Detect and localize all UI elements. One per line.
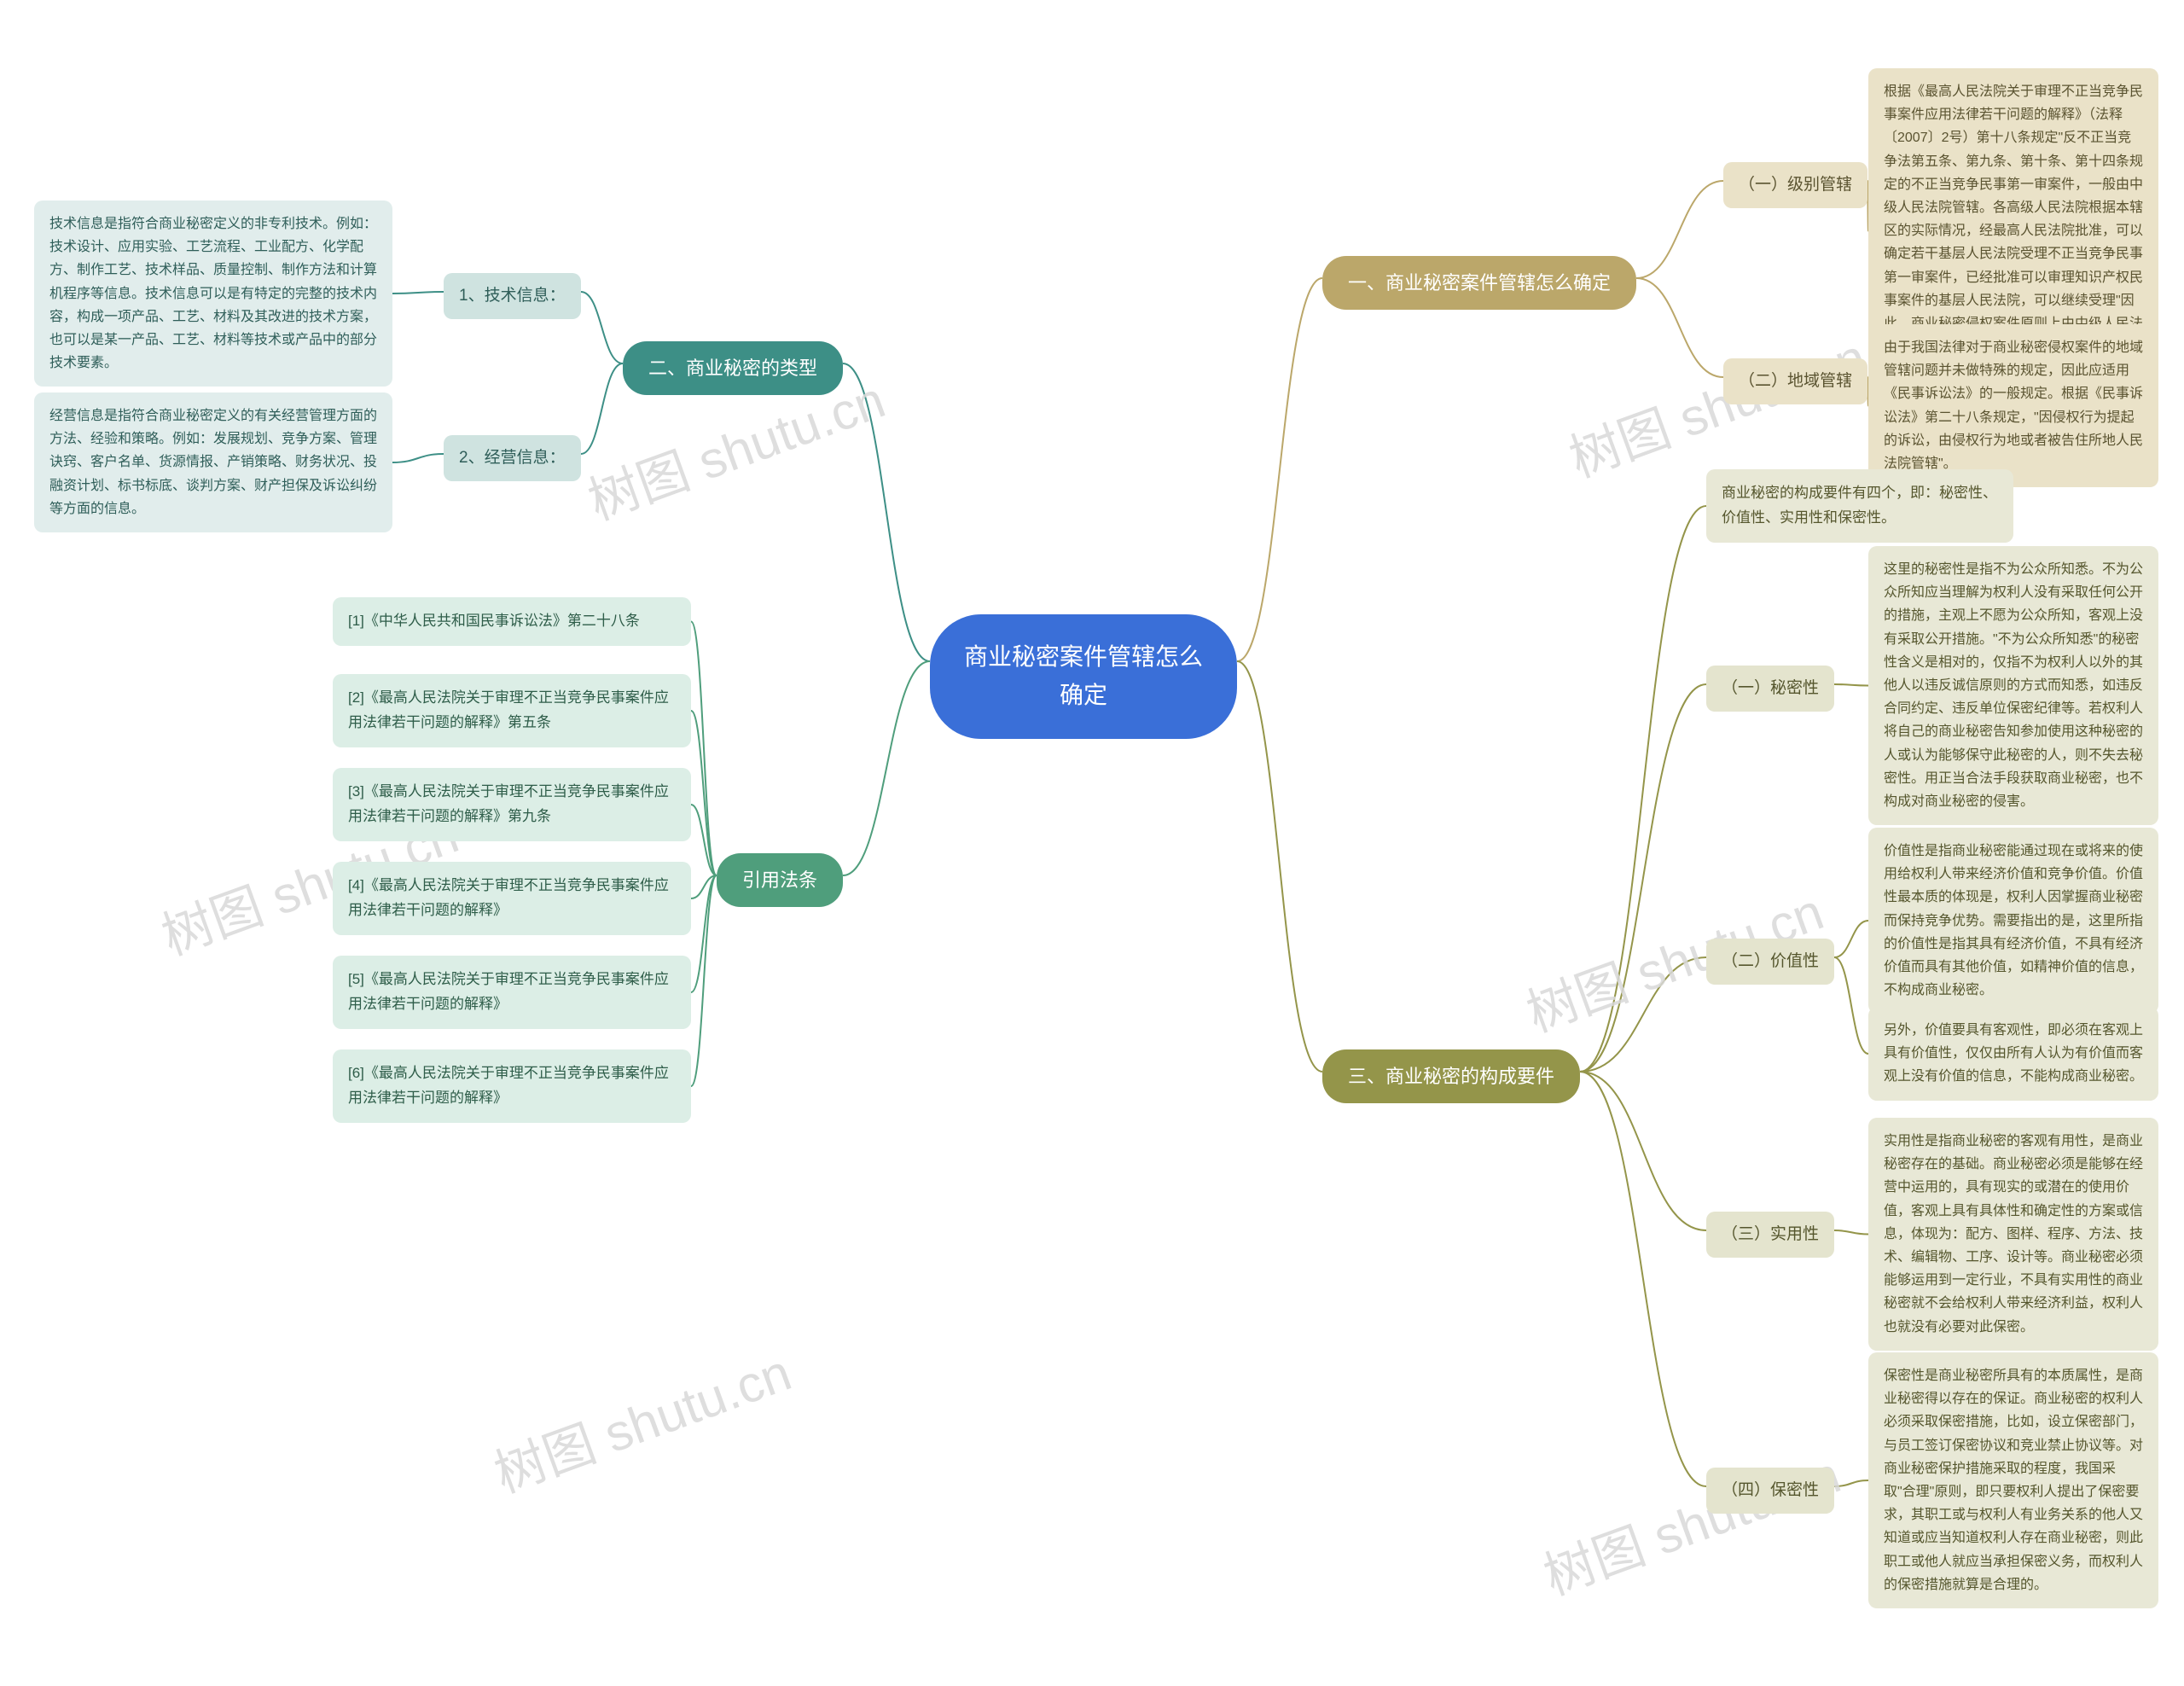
- branch-three-leaf-2: 实用性是指商业秘密的客观有用性，是商业秘密存在的基础。商业秘密必须是能够在经营中…: [1868, 1118, 2158, 1351]
- ref-item-0: [1]《中华人民共和国民事诉讼法》第二十八条: [333, 597, 691, 646]
- branch-three-sub-1: （二）价值性: [1706, 939, 1834, 985]
- branch-one-sub-1: （二）地域管辖: [1723, 358, 1867, 404]
- branch-three: 三、商业秘密的构成要件: [1322, 1049, 1580, 1103]
- center-node: 商业秘密案件管辖怎么确定: [930, 614, 1237, 739]
- mindmap-canvas: 树图 shutu.cn树图 shutu.cn树图 shutu.cn树图 shut…: [0, 0, 2184, 1686]
- branch-three-leaf-1-1: 另外，价值要具有客观性，即必须在客观上具有价值性，仅仅由所有人认为有价值而客观上…: [1868, 1007, 2158, 1101]
- branch-three-intro: 商业秘密的构成要件有四个，即：秘密性、价值性、实用性和保密性。: [1706, 469, 2013, 543]
- branch-refs: 引用法条: [717, 853, 843, 907]
- ref-item-2: [3]《最高人民法院关于审理不正当竞争民事案件应用法律若干问题的解释》第九条: [333, 768, 691, 841]
- branch-two-sub-1: 2、经营信息：: [444, 435, 581, 481]
- branch-three-leaf-1-0: 价值性是指商业秘密能通过现在或将来的使用给权利人带来经济价值和竞争价值。价值性最…: [1868, 828, 2158, 1014]
- branch-two-sub-0: 1、技术信息：: [444, 273, 581, 319]
- branch-three-leaf-0: 这里的秘密性是指不为公众所知悉。不为公众所知应当理解为权利人没有采取任何公开的措…: [1868, 546, 2158, 825]
- branch-one-leaf-1: 由于我国法律对于商业秘密侵权案件的地域管辖问题并未做特殊的规定，因此应适用《民事…: [1868, 324, 2158, 487]
- branch-three-leaf-3: 保密性是商业秘密所具有的本质属性，是商业秘密得以存在的保证。商业秘密的权利人必须…: [1868, 1352, 2158, 1608]
- ref-item-4: [5]《最高人民法院关于审理不正当竞争民事案件应用法律若干问题的解释》: [333, 956, 691, 1029]
- branch-one-sub-0: （一）级别管辖: [1723, 162, 1867, 208]
- ref-item-5: [6]《最高人民法院关于审理不正当竞争民事案件应用法律若干问题的解释》: [333, 1049, 691, 1123]
- watermark: 树图 shutu.cn: [1532, 1433, 1849, 1609]
- branch-two-leaf-0: 技术信息是指符合商业秘密定义的非专利技术。例如：技术设计、应用实验、工艺流程、工…: [34, 201, 392, 387]
- watermark: 树图 shutu.cn: [483, 1331, 799, 1507]
- branch-one: 一、商业秘密案件管辖怎么确定: [1322, 256, 1636, 310]
- ref-item-3: [4]《最高人民法院关于审理不正当竞争民事案件应用法律若干问题的解释》: [333, 862, 691, 935]
- branch-two-leaf-1: 经营信息是指符合商业秘密定义的有关经营管理方面的方法、经验和策略。例如：发展规划…: [34, 392, 392, 532]
- ref-item-1: [2]《最高人民法院关于审理不正当竞争民事案件应用法律若干问题的解释》第五条: [333, 674, 691, 747]
- branch-three-sub-2: （三）实用性: [1706, 1212, 1834, 1258]
- branch-three-sub-0: （一）秘密性: [1706, 666, 1834, 712]
- branch-two: 二、商业秘密的类型: [623, 341, 843, 395]
- branch-three-sub-3: （四）保密性: [1706, 1468, 1834, 1514]
